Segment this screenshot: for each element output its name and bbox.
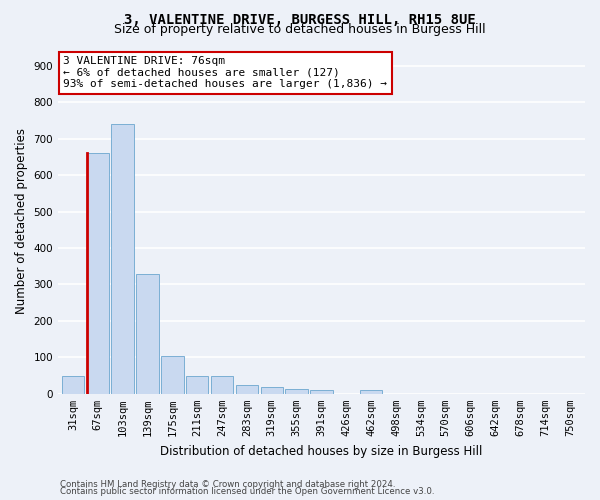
Bar <box>136 274 159 394</box>
Text: Size of property relative to detached houses in Burgess Hill: Size of property relative to detached ho… <box>114 22 486 36</box>
Bar <box>62 376 84 394</box>
Bar <box>286 389 308 394</box>
Text: Contains HM Land Registry data © Crown copyright and database right 2024.: Contains HM Land Registry data © Crown c… <box>60 480 395 489</box>
Bar <box>186 376 208 394</box>
Bar <box>310 390 333 394</box>
X-axis label: Distribution of detached houses by size in Burgess Hill: Distribution of detached houses by size … <box>160 444 483 458</box>
Text: Contains public sector information licensed under the Open Government Licence v3: Contains public sector information licen… <box>60 487 434 496</box>
Y-axis label: Number of detached properties: Number of detached properties <box>15 128 28 314</box>
Bar <box>211 376 233 394</box>
Bar <box>236 384 258 394</box>
Text: 3 VALENTINE DRIVE: 76sqm
← 6% of detached houses are smaller (127)
93% of semi-d: 3 VALENTINE DRIVE: 76sqm ← 6% of detache… <box>64 56 388 90</box>
Bar <box>260 387 283 394</box>
Bar <box>360 390 382 394</box>
Bar <box>86 153 109 394</box>
Bar <box>161 356 184 394</box>
Bar <box>112 124 134 394</box>
Text: 3, VALENTINE DRIVE, BURGESS HILL, RH15 8UE: 3, VALENTINE DRIVE, BURGESS HILL, RH15 8… <box>124 12 476 26</box>
